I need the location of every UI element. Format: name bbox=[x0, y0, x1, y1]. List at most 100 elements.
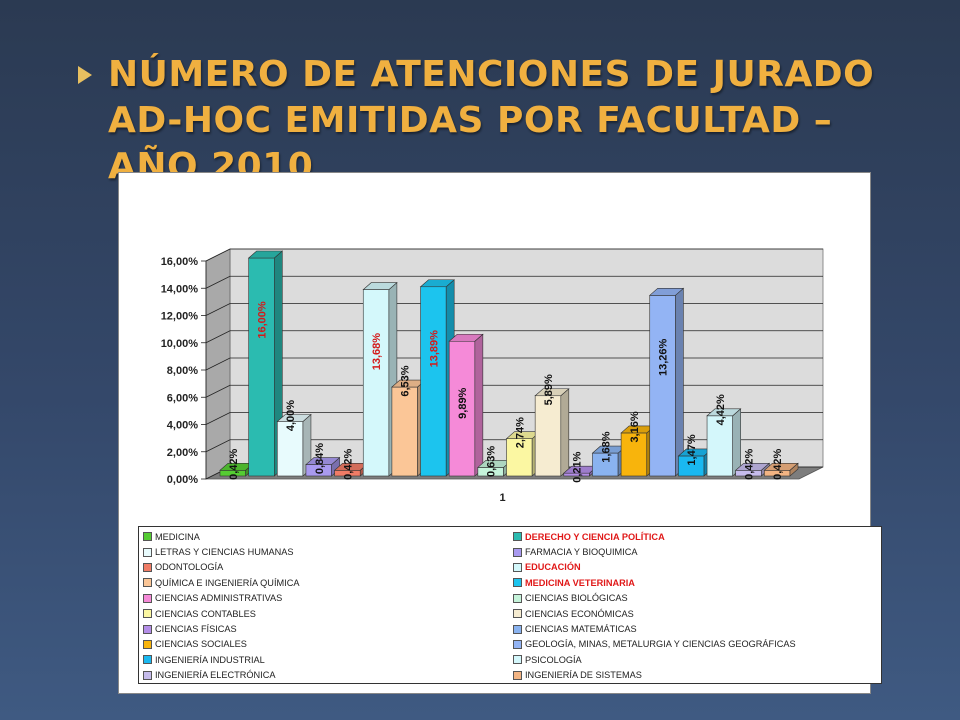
bar-top bbox=[534, 388, 570, 397]
y-tick-label: 10,00% bbox=[161, 338, 199, 350]
legend-entry: ODONTOLOGÍA bbox=[143, 560, 513, 575]
bar-side bbox=[560, 388, 570, 477]
legend-label: INGENIERÍA ELECTRÓNICA bbox=[155, 670, 276, 681]
data-label: 1,47% bbox=[686, 434, 698, 465]
data-label: 2,74% bbox=[514, 417, 526, 448]
data-label: 9,89% bbox=[457, 387, 469, 418]
data-label: 13,68% bbox=[371, 333, 383, 371]
x-category-label: 1 bbox=[499, 492, 505, 504]
bar bbox=[648, 287, 685, 477]
legend-label: INGENIERÍA DE SISTEMAS bbox=[525, 670, 642, 681]
legend-entry: MEDICINA bbox=[143, 529, 513, 544]
bar-side bbox=[474, 333, 484, 477]
legend-label: CIENCIAS ADMINISTRATIVAS bbox=[155, 593, 283, 604]
legend-label: CIENCIAS CONTABLES bbox=[155, 608, 256, 619]
legend-swatch bbox=[513, 639, 522, 649]
bar-top bbox=[247, 250, 284, 259]
gridline bbox=[205, 412, 823, 425]
legend-label: CIENCIAS ECONÓMICAS bbox=[525, 608, 634, 619]
legend-label: MEDICINA VETERINARIA bbox=[525, 577, 635, 588]
legend-entry: CIENCIAS MATEMÁTICAS bbox=[513, 621, 883, 636]
bar-top bbox=[362, 282, 398, 290]
bar-side bbox=[732, 408, 742, 477]
legend-label: GEOLOGÍA, MINAS, METALURGIA Y CIENCIAS G… bbox=[525, 639, 796, 650]
bar-top bbox=[648, 288, 685, 296]
legend-label: MEDICINA bbox=[155, 531, 200, 542]
y-tick-label: 4,00% bbox=[167, 420, 198, 432]
bar bbox=[534, 388, 570, 477]
data-label: 0,42% bbox=[228, 448, 240, 479]
y-tick-label: 12,00% bbox=[161, 311, 199, 323]
legend-entry: FARMACIA Y BIOQUIMICA bbox=[513, 544, 883, 559]
chart-legend: MEDICINA DERECHO Y CIENCIA POLÍTICA LETRAS… bbox=[138, 526, 882, 684]
data-label: 5,89% bbox=[543, 374, 555, 405]
data-label: 0,42% bbox=[342, 448, 354, 479]
legend-label: LETRAS Y CIENCIAS HUMANAS bbox=[155, 547, 294, 558]
legend-swatch bbox=[143, 562, 152, 572]
legend-label: FARMACIA Y BIOQUIMICA bbox=[525, 547, 638, 558]
bar-front bbox=[506, 438, 533, 477]
gridline bbox=[205, 357, 823, 371]
legend-entry: QUÍMICA E INGENIERÍA QUÍMICA bbox=[143, 575, 513, 590]
data-label: 0,21% bbox=[572, 451, 584, 482]
legend-entry: INGENIERÍA DE SISTEMAS bbox=[513, 668, 883, 683]
legend-swatch bbox=[513, 562, 522, 572]
legend-entry: CIENCIAS SOCIALES bbox=[143, 637, 513, 652]
legend-label: INGENIERÍA INDUSTRIAL bbox=[155, 654, 265, 665]
legend-swatch bbox=[143, 624, 152, 634]
legend-swatch bbox=[143, 578, 152, 588]
y-tick-label: 2,00% bbox=[167, 447, 198, 459]
legend-swatch bbox=[513, 624, 522, 634]
legend-swatch bbox=[513, 547, 522, 557]
legend-swatch bbox=[143, 547, 152, 557]
y-tick-label: 16,00% bbox=[161, 256, 199, 268]
legend-entry: INGENIERÍA INDUSTRIAL bbox=[143, 652, 513, 667]
legend-swatch bbox=[513, 593, 522, 603]
bar-front bbox=[362, 289, 390, 477]
legend-swatch bbox=[143, 609, 152, 619]
gridline bbox=[205, 275, 823, 289]
title-bullet-icon bbox=[78, 66, 92, 84]
legend-entry: EDUCACIÓN bbox=[513, 560, 883, 575]
legend-swatch bbox=[513, 532, 522, 542]
legend-swatch bbox=[143, 593, 152, 603]
legend-swatch bbox=[143, 532, 152, 542]
legend-label: PSICOLOGÍA bbox=[525, 654, 582, 665]
bar-top bbox=[706, 408, 742, 417]
bar-front bbox=[706, 415, 733, 477]
chart-panel: 0,00% 2,00% 4,00% 6,00% 8,00% 10,00% 12,00% 14,… bbox=[118, 172, 882, 694]
data-label: 6,53% bbox=[400, 365, 412, 396]
bar-front bbox=[448, 340, 476, 477]
legend-swatch bbox=[513, 609, 522, 619]
legend-entry: GEOLOGÍA, MINAS, METALURGIA Y CIENCIAS G… bbox=[513, 637, 883, 652]
bar bbox=[276, 413, 312, 477]
legend-label: ODONTOLOGÍA bbox=[155, 562, 224, 573]
bar bbox=[706, 408, 742, 477]
data-label: 0,84% bbox=[314, 443, 326, 474]
data-label: 0,42% bbox=[772, 448, 784, 479]
bar-front bbox=[649, 295, 676, 477]
data-label: 3,16% bbox=[629, 411, 641, 442]
bar-front bbox=[420, 286, 447, 477]
legend-entry: CIENCIAS BIOLÓGICAS bbox=[513, 591, 883, 606]
legend-entry: CIENCIAS FÍSICAS bbox=[143, 621, 513, 636]
data-label: 4,00% bbox=[285, 400, 297, 431]
y-tick-label: 14,00% bbox=[161, 283, 199, 295]
gridline bbox=[205, 303, 823, 316]
legend-entry: LETRAS Y CIENCIAS HUMANAS bbox=[143, 544, 513, 559]
gridline bbox=[205, 330, 823, 344]
legend-swatch bbox=[513, 655, 522, 665]
bar bbox=[763, 462, 799, 477]
legend-entry: CIENCIAS CONTABLES bbox=[143, 606, 513, 621]
data-label: 13,89% bbox=[428, 330, 440, 368]
legend-label: CIENCIAS BIOLÓGICAS bbox=[525, 593, 628, 604]
legend-swatch bbox=[143, 670, 152, 680]
bar bbox=[305, 456, 341, 477]
legend-label: CIENCIAS FÍSICAS bbox=[155, 624, 237, 635]
bar-front bbox=[248, 257, 275, 477]
legend-swatch bbox=[513, 670, 522, 680]
bar-front bbox=[391, 386, 418, 477]
legend-swatch bbox=[143, 639, 152, 649]
data-label: 0,42% bbox=[744, 448, 756, 479]
legend-label: CIENCIAS SOCIALES bbox=[155, 639, 247, 650]
